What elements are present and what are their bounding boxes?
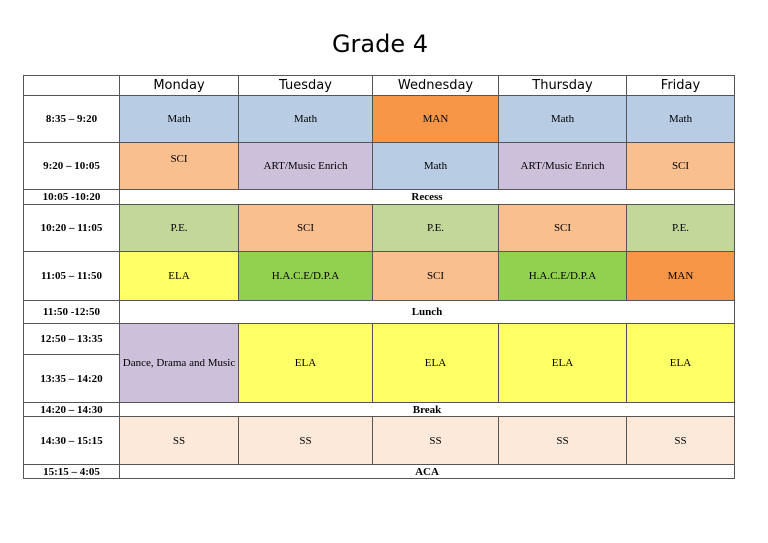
class-cell: P.E. xyxy=(372,204,499,252)
time-cell: 11:05 – 11:50 xyxy=(23,251,120,301)
row: 15:15 – 4:05 ACA xyxy=(23,464,735,479)
class-cell: Math xyxy=(238,95,373,143)
class-cell: MAN xyxy=(626,251,735,301)
class-cell: Math xyxy=(372,142,499,190)
time-cell: 10:05 -10:20 xyxy=(23,189,120,205)
title: Grade 4 xyxy=(331,30,429,58)
class-cell: SCI xyxy=(119,142,239,190)
day-header: Tuesday xyxy=(238,75,373,96)
time-cell: 14:30 – 15:15 xyxy=(23,416,120,465)
class-cell: H.A.C.E/D.P.A xyxy=(238,251,373,301)
corner-cell xyxy=(23,75,120,96)
time-cell: 10:20 – 11:05 xyxy=(23,204,120,252)
class-cell: SCI xyxy=(372,251,499,301)
class-cell: SCI xyxy=(238,204,373,252)
class-cell: SS xyxy=(119,416,239,465)
row: 13:35 – 14:20 xyxy=(23,354,735,403)
class-cell: SS xyxy=(372,416,499,465)
row: 14:20 – 14:30 Break xyxy=(23,402,735,417)
class-cell: ELA xyxy=(238,323,373,403)
class-cell: SCI xyxy=(626,142,735,190)
time-cell: 14:20 – 14:30 xyxy=(23,402,120,417)
day-header: Wednesday xyxy=(372,75,499,96)
row: 10:05 -10:20 Recess xyxy=(23,189,735,205)
row: 12:50 – 13:35 Dance, Drama and Music ELA… xyxy=(23,323,735,403)
row: 8:35 – 9:20 Math Math MAN Math Math xyxy=(23,95,735,143)
break-cell: Recess xyxy=(119,189,735,205)
time-cell: 9:20 – 10:05 xyxy=(23,142,120,190)
class-cell: ELA xyxy=(372,323,499,403)
break-cell: ACA xyxy=(119,464,735,479)
class-cell: P.E. xyxy=(119,204,239,252)
class-cell: Dance, Drama and Music xyxy=(119,323,239,403)
class-cell: SS xyxy=(238,416,373,465)
class-cell: H.A.C.E/D.P.A xyxy=(498,251,627,301)
header-row: Monday Tuesday Wednesday Thursday Friday xyxy=(23,75,735,96)
break-cell: Lunch xyxy=(119,300,735,324)
time-cell: 15:15 – 4:05 xyxy=(23,464,120,479)
class-cell: P.E. xyxy=(626,204,735,252)
row: 10:20 – 11:05 P.E. SCI P.E. SCI P.E. xyxy=(23,204,735,252)
class-cell: MAN xyxy=(372,95,499,143)
row: 11:50 -12:50 Lunch xyxy=(23,300,735,324)
day-header: Monday xyxy=(119,75,239,96)
class-cell: SS xyxy=(626,416,735,465)
class-cell: Math xyxy=(119,95,239,143)
class-cell: Math xyxy=(626,95,735,143)
time-cell: 12:50 – 13:35 xyxy=(23,323,120,355)
class-cell: ART/Music Enrich xyxy=(498,142,627,190)
class-cell: ELA xyxy=(626,323,735,403)
time-cell: 13:35 – 14:20 xyxy=(23,354,120,403)
class-cell: Math xyxy=(498,95,627,143)
day-header: Friday xyxy=(626,75,735,96)
class-cell: SS xyxy=(498,416,627,465)
time-cell: 8:35 – 9:20 xyxy=(23,95,120,143)
class-cell: ELA xyxy=(119,251,239,301)
time-cell: 11:50 -12:50 xyxy=(23,300,120,324)
row: 14:30 – 15:15 SS SS SS SS SS xyxy=(23,416,735,465)
class-cell: ART/Music Enrich xyxy=(238,142,373,190)
break-cell: Break xyxy=(119,402,735,417)
class-cell: SCI xyxy=(498,204,627,252)
class-cell: ELA xyxy=(498,323,627,403)
row: 9:20 – 10:05 SCI ART/Music Enrich Math A… xyxy=(23,142,735,190)
day-header: Thursday xyxy=(498,75,627,96)
row: 11:05 – 11:50 ELA H.A.C.E/D.P.A SCI H.A.… xyxy=(23,251,735,301)
schedule-table: Monday Tuesday Wednesday Thursday Friday… xyxy=(23,75,735,479)
